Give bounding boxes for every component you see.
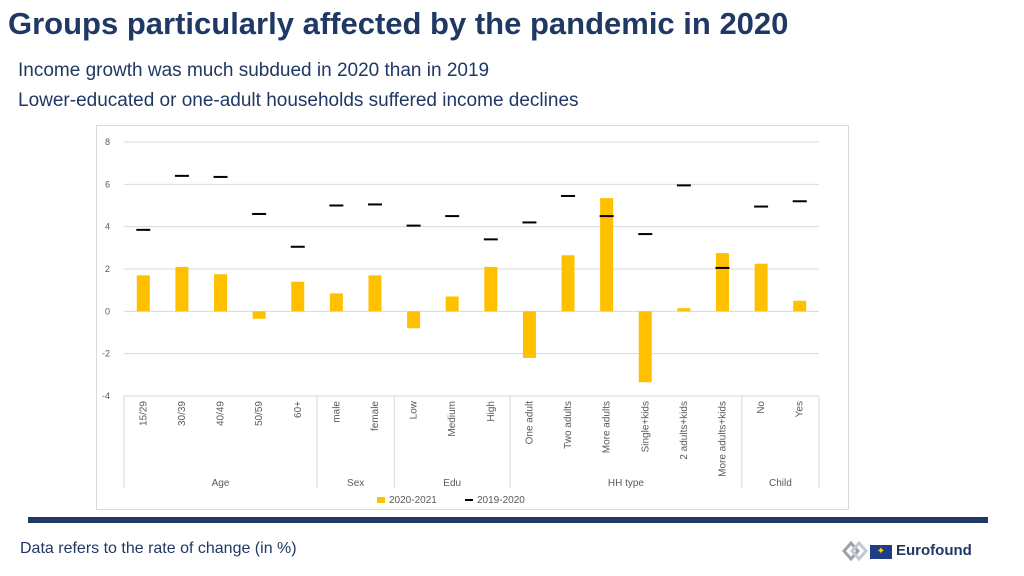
- chart-container: -4 -2 0 2 4 6 8 15/29 30/39 40/49 50/59 60+ male fema…: [96, 125, 849, 510]
- bar: [754, 263, 768, 312]
- page-title: Groups particularly affected by the pand…: [8, 6, 789, 41]
- bar-chart: -4 -2 0 2 4 6 8 15/29 30/39 40/49 50/59 60+ male fema…: [102, 137, 820, 506]
- bar: [638, 311, 652, 383]
- footnote: Data refers to the rate of change (in %): [20, 540, 297, 557]
- subtitle-income-growth: Income growth was much subdued in 2020 t…: [18, 60, 490, 81]
- bar: [368, 275, 382, 312]
- eurofound-swirl-icon: [842, 540, 868, 562]
- bar: [136, 275, 150, 312]
- category-label: Low: [409, 400, 420, 419]
- bar: [793, 300, 807, 312]
- bar: [291, 281, 305, 312]
- category-label: 30/39: [177, 401, 188, 426]
- y-tick-label: 4: [105, 222, 110, 232]
- category-label: 60+: [293, 401, 304, 418]
- bar: [677, 308, 691, 312]
- category-label: High: [486, 401, 497, 422]
- bar: [407, 311, 421, 329]
- subtitle-income-declines: Lower-educated or one-adult households s…: [18, 90, 579, 111]
- category-label: No: [756, 401, 767, 414]
- eu-flag-icon: ✦: [870, 545, 892, 559]
- bar: [522, 311, 536, 358]
- legend-label: 2020-2021: [389, 495, 437, 506]
- y-tick-label: 6: [105, 179, 110, 189]
- bar: [214, 274, 228, 312]
- bar: [445, 296, 459, 312]
- bar: [175, 266, 189, 312]
- category-label: 50/59: [254, 401, 265, 426]
- group-label: HH type: [608, 478, 645, 489]
- category-label: 2 adults+kids: [679, 401, 690, 460]
- group-label: Edu: [443, 478, 461, 489]
- legend-swatch-bar: [377, 497, 385, 503]
- legend-label: 2019-2020: [477, 495, 525, 506]
- group-label: Age: [212, 478, 230, 489]
- category-label: male: [331, 401, 342, 423]
- bar: [252, 311, 266, 319]
- y-tick-label: 0: [105, 306, 110, 316]
- y-tick-label: -2: [102, 349, 110, 359]
- category-label: More adults+kids: [717, 401, 728, 477]
- category-label: Yes: [795, 401, 806, 417]
- y-tick-label: -4: [102, 391, 110, 401]
- bar: [484, 266, 498, 312]
- category-label: Single+kids: [640, 401, 651, 452]
- bar: [600, 198, 614, 312]
- bar: [329, 293, 343, 312]
- eurofound-logo: ✦ Eurofound: [840, 536, 1020, 568]
- y-tick-label: 8: [105, 137, 110, 147]
- divider-rule: [28, 517, 988, 523]
- bar: [561, 255, 575, 312]
- category-label: 40/49: [216, 401, 227, 426]
- bar: [715, 253, 729, 312]
- category-label: female: [370, 401, 381, 431]
- category-label: More adults: [602, 401, 613, 453]
- logo-text: Eurofound: [896, 542, 972, 559]
- group-label: Sex: [347, 478, 364, 489]
- category-label: One adult: [524, 401, 535, 445]
- category-label: Two adults: [563, 401, 574, 449]
- y-tick-label: 2: [105, 264, 110, 274]
- category-label: 15/29: [138, 401, 149, 426]
- category-label: Medium: [447, 401, 458, 437]
- group-label: Child: [769, 478, 792, 489]
